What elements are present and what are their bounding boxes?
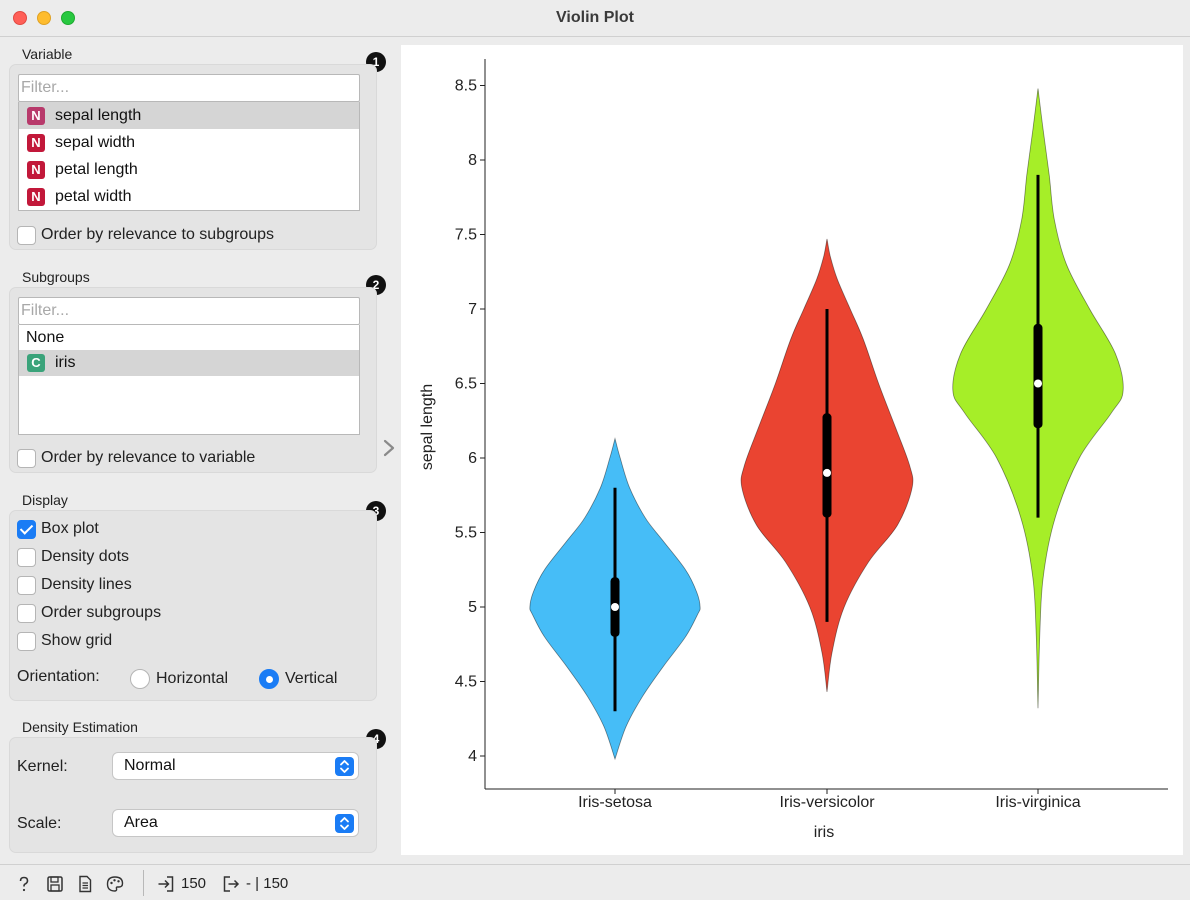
y-tick-label: 7.5 [455, 227, 477, 244]
y-tick-label: 6 [468, 450, 477, 467]
orientation-label: Orientation: [17, 668, 100, 685]
y-tick-label: 6.5 [455, 376, 477, 393]
density-section-title: Density Estimation [22, 719, 138, 735]
subgroups-filter-input[interactable]: Filter... [18, 297, 360, 325]
checkbox-label: Order by relevance to subgroups [41, 226, 275, 243]
list-item-label: sepal length [55, 107, 142, 124]
scale-select-value: Area [124, 814, 158, 831]
list-item-label: sepal width [55, 134, 136, 151]
checkbox-box[interactable] [17, 548, 36, 567]
chevron-up-down-icon [335, 757, 354, 776]
y-tick-label: 8.5 [455, 78, 477, 95]
y-axis-title: sepal length [419, 384, 436, 470]
orientation-vertical-label: Vertical [285, 670, 338, 687]
output-icon [221, 874, 241, 894]
list-item-iris[interactable]: C iris [19, 350, 359, 376]
display-box [9, 510, 377, 701]
status-bar: 150 - | 150 [0, 864, 1190, 900]
y-tick-label: 4.5 [455, 674, 477, 691]
list-item-sepal-length[interactable]: N sepal length [19, 102, 359, 129]
y-tick-label: 4 [468, 748, 477, 765]
numeric-variable-icon: N [27, 161, 45, 179]
list-item-label: iris [55, 354, 76, 371]
output-count: - | 150 [246, 875, 289, 892]
title-bar: Violin Plot [0, 0, 1190, 37]
median-dot [1034, 379, 1042, 388]
scale-label: Scale: [17, 815, 62, 832]
list-item-petal-width[interactable]: N petal width [19, 183, 359, 210]
report-icon[interactable] [75, 874, 95, 894]
save-icon[interactable] [45, 874, 65, 894]
subgroups-section-title: Subgroups [22, 269, 90, 285]
categorical-variable-icon: C [27, 354, 45, 372]
minimize-window-button[interactable] [37, 11, 51, 25]
list-item-label: petal length [55, 161, 138, 178]
checkbox-label: Density lines [41, 576, 132, 593]
median-dot [611, 603, 619, 611]
list-item-petal-length[interactable]: N petal length [19, 156, 359, 183]
status-divider [143, 870, 144, 896]
kernel-select[interactable]: Normal [112, 752, 359, 780]
display-section-title: Display [22, 492, 68, 508]
checkbox-label: Order subgroups [41, 604, 162, 621]
checkbox-label: Box plot [41, 520, 99, 537]
list-item-sepal-width[interactable]: N sepal width [19, 129, 359, 156]
y-tick-label: 7 [468, 301, 477, 318]
box-iqr [822, 413, 832, 518]
list-item-none[interactable]: None [19, 325, 359, 350]
x-axis-title: iris [814, 824, 834, 841]
checkbox-box[interactable] [17, 226, 36, 245]
y-tick-label: 5.5 [455, 525, 477, 542]
y-tick-label: 8 [468, 152, 477, 169]
close-window-button[interactable] [13, 11, 27, 25]
variable-list[interactable]: N sepal length N sepal width N petal len… [18, 102, 360, 211]
variable-section-title: Variable [22, 46, 73, 62]
orientation-horizontal-label: Horizontal [156, 670, 229, 687]
checkbox-box[interactable] [17, 449, 36, 468]
subgroups-list[interactable]: None C iris [18, 325, 360, 435]
box-iqr [1033, 323, 1043, 429]
list-item-label: petal width [55, 188, 132, 205]
window-title: Violin Plot [556, 9, 634, 26]
palette-icon[interactable] [105, 874, 125, 894]
input-count: 150 [181, 875, 207, 892]
orientation-horizontal-radio[interactable] [130, 669, 150, 689]
kernel-select-value: Normal [124, 757, 176, 774]
numeric-variable-icon: N [27, 107, 45, 125]
checkbox-label: Density dots [41, 548, 130, 565]
checkbox-label: Show grid [41, 632, 113, 649]
orientation-vertical-radio[interactable] [259, 669, 279, 689]
variable-filter-input[interactable]: Filter... [18, 74, 360, 102]
input-icon [156, 874, 176, 894]
x-tick-label: Iris-setosa [578, 794, 652, 811]
checkbox-box[interactable] [17, 632, 36, 651]
y-tick-label: 5 [468, 599, 477, 616]
plot-area[interactable]: 4 4.5 5 5.5 6 6.5 7 7.5 8 8.5 Iris-setosa Iris-vers… [401, 45, 1183, 855]
checkbox-box[interactable] [17, 576, 36, 595]
numeric-variable-icon: N [27, 134, 45, 152]
maximize-window-button[interactable] [61, 11, 75, 25]
chevron-up-down-icon [335, 814, 354, 833]
scale-select[interactable]: Area [112, 809, 359, 837]
median-dot [823, 468, 831, 477]
x-tick-label: Iris-versicolor [779, 794, 875, 811]
violin-chart[interactable]: 4 4.5 5 5.5 6 6.5 7 7.5 8 8.5 Iris-setosa Iris-vers… [401, 45, 1183, 855]
list-item-label: None [26, 329, 65, 346]
kernel-label: Kernel: [17, 758, 68, 775]
help-icon[interactable] [14, 874, 34, 894]
collapse-panel-arrow-icon[interactable] [382, 438, 396, 464]
numeric-variable-icon: N [27, 188, 45, 206]
checkbox-label: Order by relevance to variable [41, 449, 256, 466]
checkbox-box[interactable] [17, 604, 36, 623]
x-tick-label: Iris-virginica [995, 794, 1080, 811]
checkbox-box[interactable] [17, 520, 36, 539]
